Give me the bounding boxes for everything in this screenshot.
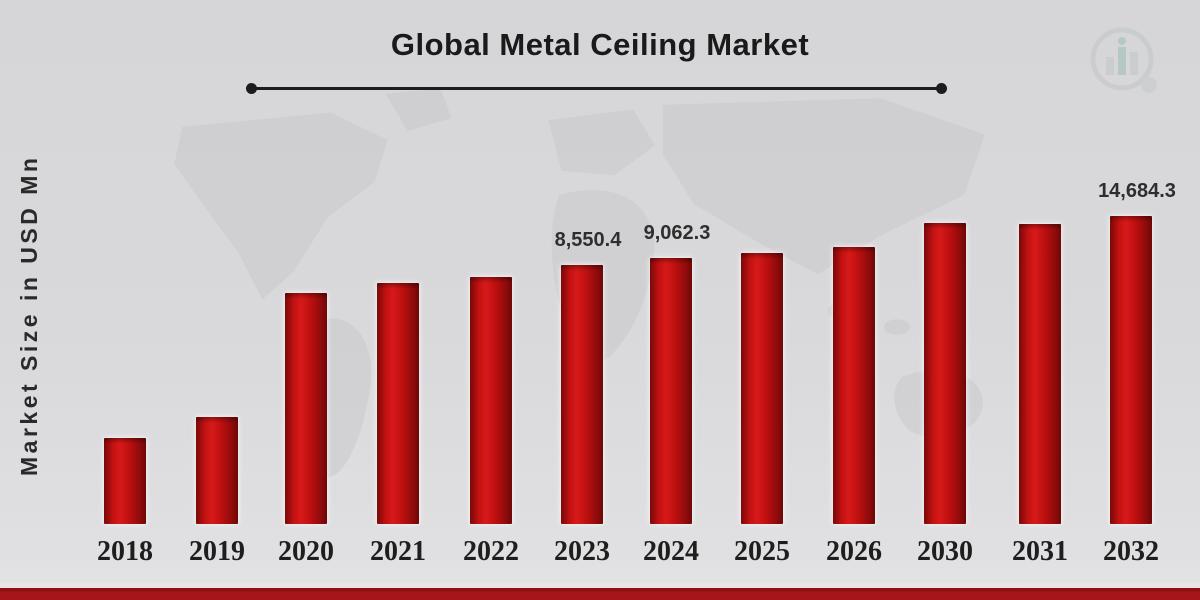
bar-2022: [470, 277, 512, 524]
bar-2025: [741, 253, 783, 524]
underline-dot-left-icon: [246, 83, 257, 94]
x-tick-label: 2023: [554, 536, 610, 567]
bar-value-label: 9,062.3: [643, 222, 711, 244]
bottom-accent-stripe: [0, 588, 1200, 600]
x-tick-label: 2020: [278, 536, 334, 567]
bar-2031: [1019, 224, 1061, 524]
x-tick-label: 2032: [1103, 536, 1159, 567]
watermark-logo-icon: [1090, 27, 1157, 93]
x-tick-label: 2019: [189, 536, 245, 567]
x-tick-label: 2026: [826, 536, 882, 567]
x-tick-label: 2022: [463, 536, 519, 567]
x-tick-label: 2024: [643, 536, 699, 567]
x-tick-label: 2030: [917, 536, 973, 567]
bar-2032: [1110, 216, 1152, 524]
bar-value-label: 8,550.4: [554, 229, 622, 251]
chart-title: Global Metal Ceiling Market: [390, 27, 810, 62]
x-tick-label: 2018: [97, 536, 153, 567]
bar-2018: [104, 438, 146, 524]
bar-value-label: 14,684.3: [1098, 180, 1176, 202]
x-tick-label: 2025: [734, 536, 790, 567]
bar-2020: [285, 293, 327, 524]
bottom-stripe-light: [0, 583, 1200, 588]
bar-2021: [377, 283, 419, 524]
bar-2026: [833, 247, 875, 524]
bar-2024: [650, 258, 692, 524]
bar-2030: [924, 223, 966, 524]
bar-2023: [561, 265, 603, 524]
x-tick-label: 2031: [1012, 536, 1068, 567]
bar-2019: [196, 417, 238, 524]
x-tick-label: 2021: [370, 536, 426, 567]
title-underline: [246, 83, 947, 94]
underline-dot-right-icon: [936, 83, 947, 94]
